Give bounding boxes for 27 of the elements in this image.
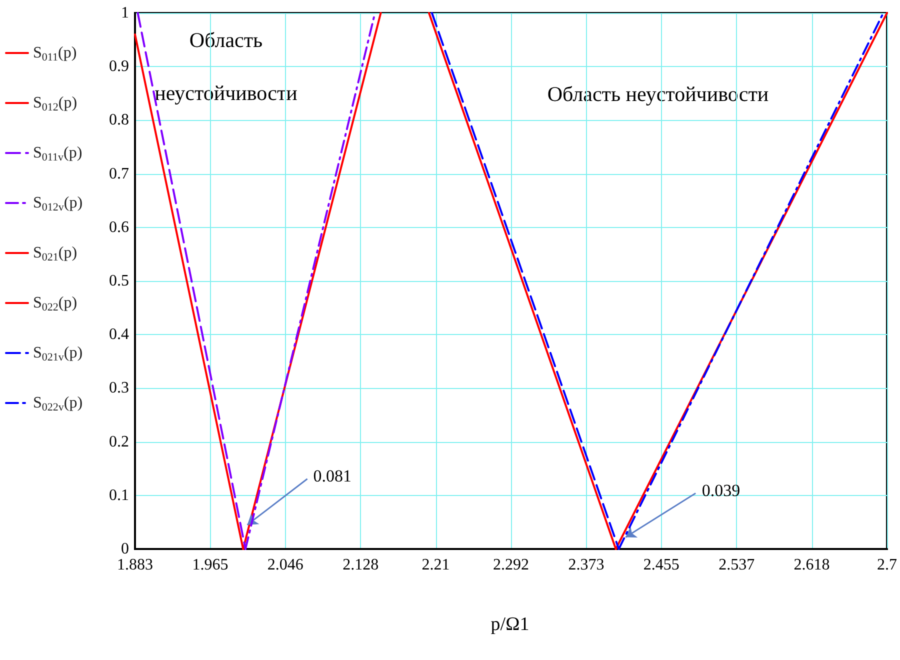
- x-tick-label: 2.7: [877, 556, 897, 574]
- x-tick-label: 2.618: [794, 556, 830, 574]
- x-tick-label: 2.537: [718, 556, 755, 574]
- y-tick-label: 0.6: [109, 218, 129, 236]
- y-tick-label: 0.3: [109, 380, 129, 397]
- x-tick-label: 2.21: [422, 556, 450, 574]
- y-tick-label: 0.8: [109, 112, 129, 129]
- x-tick-label: 1.883: [117, 556, 153, 574]
- y-tick-label: 0.2: [109, 433, 129, 450]
- y-tick-label: 0.5: [109, 272, 129, 290]
- y-tick-label: 0.1: [109, 486, 129, 504]
- y-tick-label: 0: [121, 540, 129, 558]
- x-tick-label: 1.965: [192, 556, 228, 574]
- x-tick-label: 2.128: [342, 556, 379, 574]
- x-tick-label: 2.373: [568, 556, 604, 574]
- x-axis-title: p/Ω1: [490, 614, 530, 635]
- y-tick-label: 0.9: [109, 58, 129, 76]
- x-tick-label: 2.046: [267, 556, 304, 574]
- annotation: 0.039: [702, 481, 740, 500]
- annotation: 0.081: [313, 466, 352, 486]
- y-tick-label: 0.7: [109, 165, 129, 182]
- y-tick-label: 0.4: [109, 326, 129, 344]
- text: Область неустойчивости: [154, 28, 298, 105]
- x-tick-label: 2.455: [643, 556, 680, 574]
- y-tick-label: 1: [121, 4, 129, 22]
- annotation: Область неустойчивости: [547, 82, 769, 106]
- x-tick-label: 2.292: [493, 556, 529, 574]
